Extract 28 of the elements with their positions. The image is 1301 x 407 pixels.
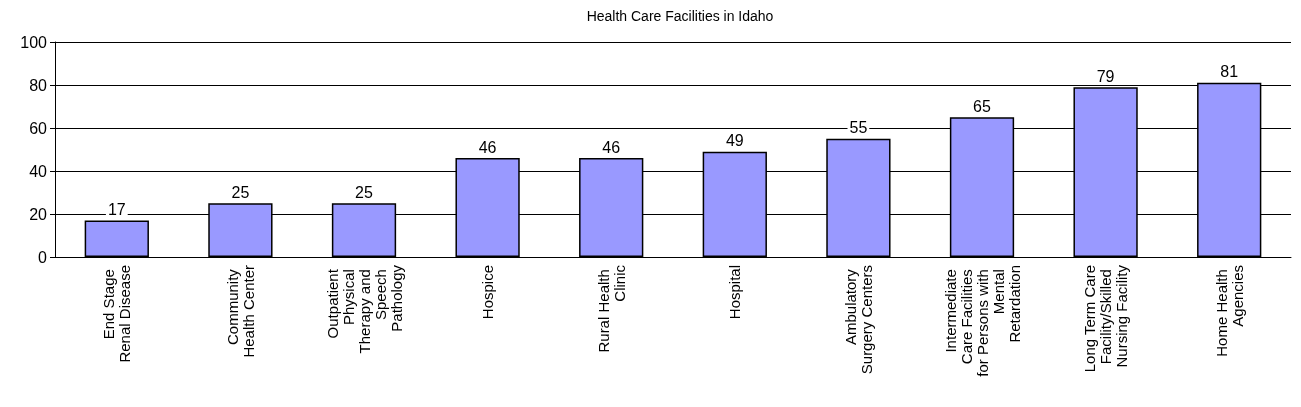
chart-title: Health Care Facilities in Idaho xyxy=(586,8,774,24)
y-tick-label: 80 xyxy=(29,76,48,94)
data-label: 46 xyxy=(478,138,497,156)
data-label: 81 xyxy=(1220,63,1239,81)
y-tick-label: 100 xyxy=(20,33,48,51)
x-tick-label: Long Term Care Facility/Skilled Nursing Facility xyxy=(1081,264,1131,373)
x-tick-label: Community Health Center xyxy=(223,265,257,358)
x-tick-label: Intermediate Care Facilities for Persons with Mental Retardation xyxy=(941,265,1023,377)
data-label: 49 xyxy=(725,132,744,150)
x-tick-label: End Stage Renal Disease xyxy=(100,265,134,363)
y-tick-label: 40 xyxy=(29,162,48,180)
bar xyxy=(84,220,149,257)
y-tick-label: 60 xyxy=(29,119,48,137)
x-tick-label: Ambulatory Surgery Centers xyxy=(841,265,875,375)
data-label: 65 xyxy=(973,97,991,115)
x-tick-label: Hospital xyxy=(726,265,744,320)
data-label: 79 xyxy=(1096,67,1115,85)
y-tick-label: 0 xyxy=(38,248,48,266)
data-label: 55 xyxy=(849,119,868,137)
x-tick-label: Outpatient Physical Therapy and Speech Pathology xyxy=(323,264,405,354)
data-label: 46 xyxy=(602,138,621,156)
x-tick-label: Hospice xyxy=(479,265,497,320)
data-label: 25 xyxy=(355,183,373,201)
x-tick-label: Rural Health Clinic xyxy=(594,264,628,353)
data-label: 25 xyxy=(231,183,250,201)
x-tick-label: Home Health Agencies xyxy=(1212,265,1246,357)
y-tick-label: 20 xyxy=(29,205,48,223)
data-label: 17 xyxy=(107,200,126,218)
